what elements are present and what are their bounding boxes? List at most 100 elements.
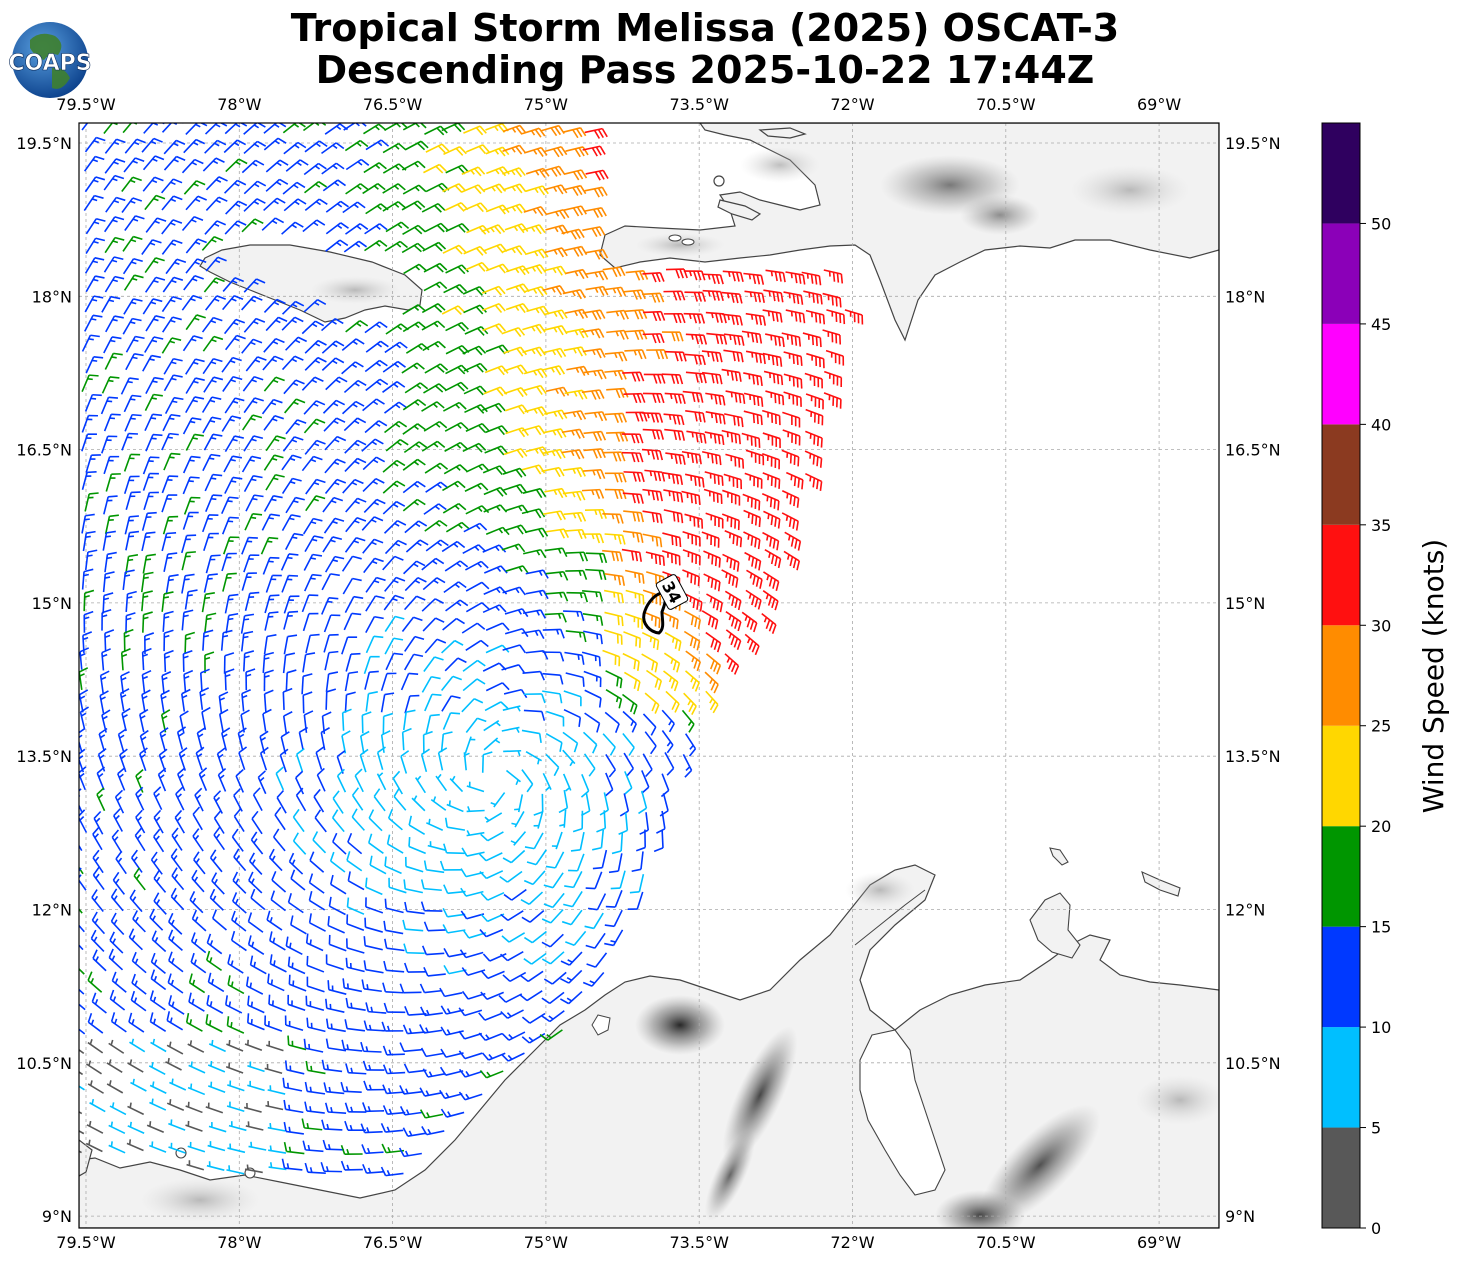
wind-barb xyxy=(661,550,681,566)
wind-barb xyxy=(444,560,469,572)
wind-barb xyxy=(126,1139,144,1152)
wind-barb xyxy=(168,995,185,1015)
wind-barb xyxy=(685,650,702,672)
wind-barb xyxy=(91,911,106,935)
wind-barb xyxy=(745,312,767,326)
wind-barb xyxy=(141,239,162,255)
wind-barb xyxy=(805,408,824,426)
wind-barb xyxy=(623,392,646,404)
wind-barb xyxy=(131,951,147,974)
wind-barb xyxy=(295,787,307,812)
wind-barb xyxy=(565,672,585,687)
wind-barb xyxy=(745,350,766,365)
wind-barb xyxy=(762,432,781,449)
wind-barb xyxy=(368,809,383,832)
wind-barb xyxy=(243,475,263,492)
wind-barb xyxy=(665,350,687,362)
wind-barb xyxy=(122,317,142,335)
wind-barb xyxy=(380,1123,404,1133)
wind-barb xyxy=(363,936,383,951)
wind-barb xyxy=(135,786,145,811)
wind-barb xyxy=(622,492,644,504)
wind-barb xyxy=(582,731,598,754)
wind-barb xyxy=(430,796,447,811)
wind-barb xyxy=(96,787,106,812)
wind-barb xyxy=(274,806,286,831)
wind-barb xyxy=(684,291,707,302)
wind-barb xyxy=(705,631,722,653)
wind-barb xyxy=(402,224,426,236)
wind-barb xyxy=(564,308,589,319)
lat-tick-label: 16.5°N xyxy=(1225,441,1281,460)
wind-barb xyxy=(201,316,223,333)
wind-barb xyxy=(546,710,565,727)
wind-barb xyxy=(420,901,443,912)
wind-barb xyxy=(345,997,366,1011)
colorbar-label: Wind Speed (knots) xyxy=(1417,539,1450,813)
wind-barb xyxy=(361,979,382,993)
wind-barb xyxy=(345,1063,367,1075)
wind-barb xyxy=(181,688,191,712)
wind-barb xyxy=(264,1015,283,1032)
wind-barb xyxy=(308,913,326,932)
wind-barb xyxy=(347,871,365,891)
wind-barb xyxy=(362,1164,385,1174)
wind-barb xyxy=(79,967,85,975)
wind-barb xyxy=(325,688,337,710)
wind-barb xyxy=(542,772,552,791)
wind-barb xyxy=(123,157,145,173)
wind-barb xyxy=(364,321,388,334)
lat-lon-gridlines xyxy=(79,123,1219,1228)
wind-barb xyxy=(322,496,344,513)
wind-barb xyxy=(176,726,187,750)
wind-barb xyxy=(563,169,588,181)
wind-barb xyxy=(624,309,648,320)
wind-barb xyxy=(207,1141,226,1152)
wind-barb xyxy=(441,540,466,553)
wind-barb xyxy=(257,770,267,795)
wind-barb xyxy=(440,731,453,753)
wind-barb xyxy=(231,910,247,932)
wind-barb xyxy=(627,891,644,911)
map-area: 34 xyxy=(79,123,1219,1228)
wind-barb xyxy=(463,362,488,373)
wind-barb xyxy=(174,809,185,834)
wind-barb xyxy=(683,630,701,651)
wind-barb xyxy=(249,955,267,975)
wind-barb xyxy=(484,445,509,456)
wind-barb xyxy=(161,195,183,211)
wind-barb xyxy=(223,318,246,335)
wind-barb xyxy=(565,551,589,562)
wind-barb xyxy=(521,224,546,235)
wind-barb xyxy=(325,1038,347,1052)
wind-barb xyxy=(625,589,645,605)
wind-barb xyxy=(661,709,675,733)
wind-barb xyxy=(521,769,534,793)
wind-barb xyxy=(263,689,274,712)
wind-barb xyxy=(442,907,466,918)
lon-tick-label: 79.5°W xyxy=(56,1233,116,1252)
wind-barb xyxy=(185,1120,203,1132)
wind-barb xyxy=(423,921,446,932)
wind-barb xyxy=(414,775,426,794)
wind-barb xyxy=(92,826,103,851)
wind-barb xyxy=(199,668,210,691)
wind-barb xyxy=(99,690,109,714)
wind-barb xyxy=(725,611,742,632)
wind-barb xyxy=(442,183,467,193)
wind-barb xyxy=(563,245,588,257)
wind-barb xyxy=(463,385,488,396)
wind-barb xyxy=(724,590,742,611)
wind-barb xyxy=(168,951,184,973)
wind-barb xyxy=(421,320,446,331)
wind-barb xyxy=(160,689,170,713)
wind-barb xyxy=(822,329,842,345)
wind-barb xyxy=(79,689,89,713)
wind-barb xyxy=(279,748,289,773)
wind-barb xyxy=(263,298,286,314)
wind-barb xyxy=(464,404,488,414)
wind-barb xyxy=(344,1019,366,1032)
wind-barb xyxy=(104,158,126,174)
wind-barb xyxy=(281,1158,303,1171)
wind-barb xyxy=(365,139,390,151)
